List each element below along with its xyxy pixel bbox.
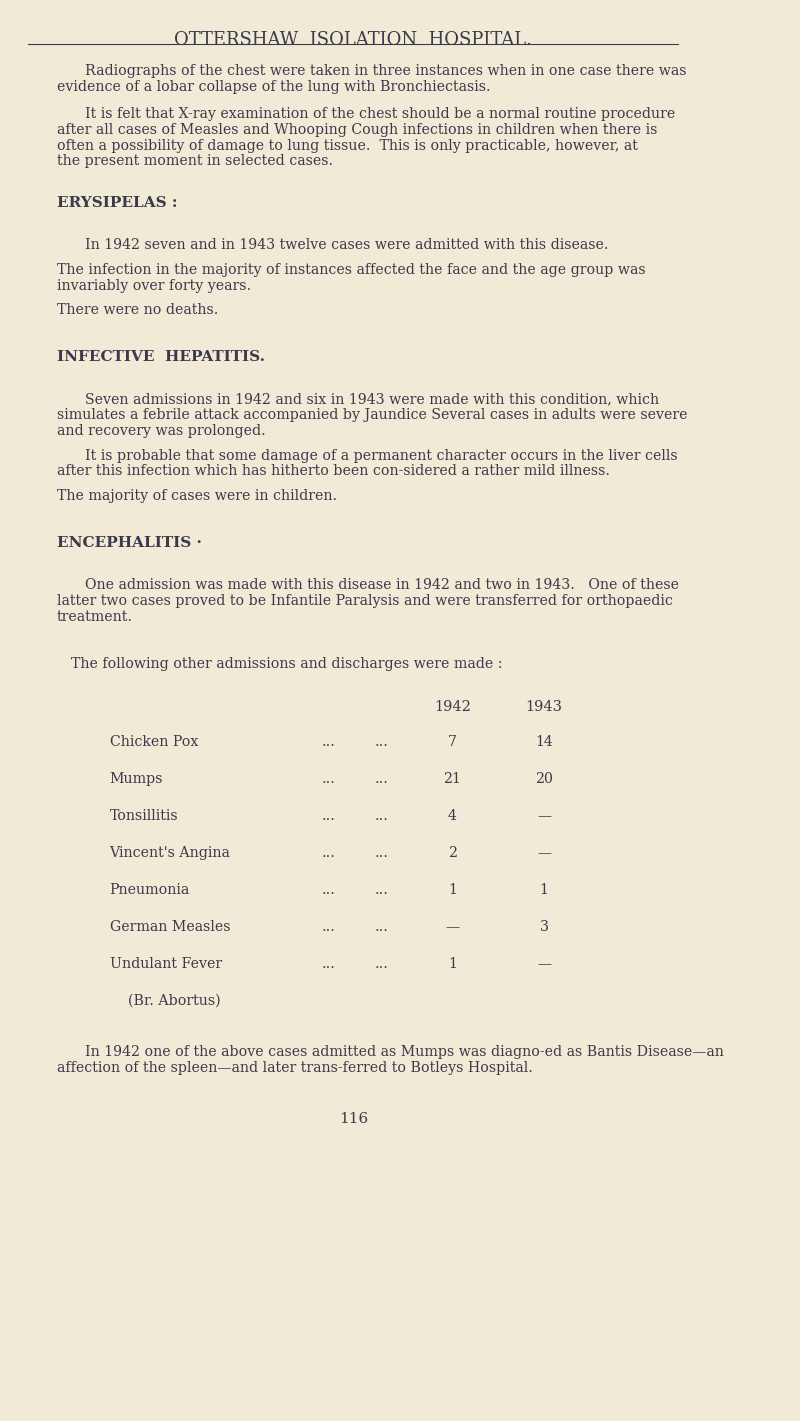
Text: ...: ...: [322, 919, 335, 934]
Text: 21: 21: [443, 772, 462, 786]
Text: It is probable that some damage of a permanent character occurs in the liver cel: It is probable that some damage of a per…: [85, 449, 678, 462]
Text: ...: ...: [322, 882, 335, 897]
Text: 2: 2: [448, 845, 457, 860]
Text: It is felt that X-ray examination of the chest should be a normal routine proced: It is felt that X-ray examination of the…: [85, 107, 675, 121]
Text: ...: ...: [322, 735, 335, 749]
Text: ...: ...: [322, 772, 335, 786]
Text: treatment.: treatment.: [57, 610, 133, 624]
Text: —: —: [537, 845, 551, 860]
Text: after all cases of Measles and Whooping Cough infections in children when there : after all cases of Measles and Whooping …: [57, 122, 657, 136]
Text: 1943: 1943: [526, 699, 562, 713]
Text: —: —: [537, 956, 551, 971]
Text: ...: ...: [374, 882, 389, 897]
Text: 14: 14: [535, 735, 553, 749]
Text: 4: 4: [448, 809, 457, 823]
Text: Undulant Fever: Undulant Fever: [110, 956, 222, 971]
Text: ...: ...: [322, 845, 335, 860]
Text: ...: ...: [374, 919, 389, 934]
Text: INFECTIVE  HEPATITIS.: INFECTIVE HEPATITIS.: [57, 350, 265, 364]
Text: One admission was made with this disease in 1942 and two in 1943.   One of these: One admission was made with this disease…: [85, 578, 679, 593]
Text: after this infection which has hitherto been con-sidered a rather mild illness.: after this infection which has hitherto …: [57, 465, 610, 479]
Text: In 1942 seven and in 1943 twelve cases were admitted with this disease.: In 1942 seven and in 1943 twelve cases w…: [85, 239, 608, 253]
Text: ...: ...: [322, 809, 335, 823]
Text: 1: 1: [448, 956, 457, 971]
Text: The following other admissions and discharges were made :: The following other admissions and disch…: [70, 657, 502, 671]
Text: Chicken Pox: Chicken Pox: [110, 735, 198, 749]
Text: OTTERSHAW  ISOLATION  HOSPITAL.: OTTERSHAW ISOLATION HOSPITAL.: [174, 31, 532, 50]
Text: ...: ...: [322, 956, 335, 971]
Text: Radiographs of the chest were taken in three instances when in one case there wa: Radiographs of the chest were taken in t…: [85, 64, 686, 78]
Text: 1: 1: [540, 882, 549, 897]
Text: 7: 7: [448, 735, 457, 749]
Text: In 1942 one of the above cases admitted as Mumps was diagno-ed as Bantis Disease: In 1942 one of the above cases admitted …: [85, 1044, 724, 1059]
Text: ...: ...: [374, 735, 389, 749]
Text: the present moment in selected cases.: the present moment in selected cases.: [57, 155, 333, 168]
Text: Seven admissions in 1942 and six in 1943 were made with this condition, which: Seven admissions in 1942 and six in 1943…: [85, 392, 659, 406]
Text: often a possibility of damage to lung tissue.  This is only practicable, however: often a possibility of damage to lung ti…: [57, 139, 638, 152]
Text: The infection in the majority of instances affected the face and the age group w: The infection in the majority of instanc…: [57, 263, 645, 277]
Text: ENCEPHALITIS ·: ENCEPHALITIS ·: [57, 536, 202, 550]
Text: evidence of a lobar collapse of the lung with Bronchiectasis.: evidence of a lobar collapse of the lung…: [57, 80, 490, 94]
Text: There were no deaths.: There were no deaths.: [57, 303, 218, 317]
Text: German Measles: German Measles: [110, 919, 230, 934]
Text: Vincent's Angina: Vincent's Angina: [110, 845, 230, 860]
Text: simulates a febrile attack accompanied by Jaundice Several cases in adults were : simulates a febrile attack accompanied b…: [57, 408, 687, 422]
Text: Tonsillitis: Tonsillitis: [110, 809, 178, 823]
Text: 116: 116: [338, 1113, 368, 1125]
Text: (Br. Abortus): (Br. Abortus): [110, 993, 220, 1007]
Text: Mumps: Mumps: [110, 772, 163, 786]
Text: invariably over forty years.: invariably over forty years.: [57, 279, 250, 293]
Text: ...: ...: [374, 956, 389, 971]
Text: ...: ...: [374, 772, 389, 786]
Text: 3: 3: [540, 919, 549, 934]
Text: 1: 1: [448, 882, 457, 897]
Text: —: —: [446, 919, 459, 934]
Text: 20: 20: [535, 772, 553, 786]
Text: —: —: [537, 809, 551, 823]
Text: The majority of cases were in children.: The majority of cases were in children.: [57, 489, 337, 503]
Text: ...: ...: [374, 845, 389, 860]
Text: 1942: 1942: [434, 699, 470, 713]
Text: and recovery was prolonged.: and recovery was prolonged.: [57, 425, 266, 438]
Text: ERYSIPELAS :: ERYSIPELAS :: [57, 196, 177, 210]
Text: Pneumonia: Pneumonia: [110, 882, 190, 897]
Text: affection of the spleen—and later trans-ferred to Botleys Hospital.: affection of the spleen—and later trans-…: [57, 1061, 533, 1074]
Text: latter two cases proved to be Infantile Paralysis and were transferred for ortho: latter two cases proved to be Infantile …: [57, 594, 673, 608]
Text: ...: ...: [374, 809, 389, 823]
